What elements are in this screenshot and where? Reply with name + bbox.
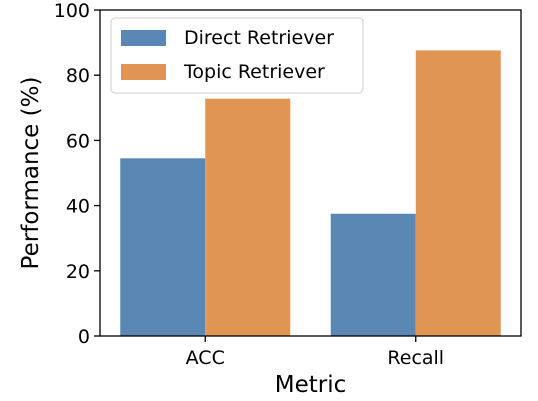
legend-label-direct-retriever: Direct Retriever [184, 27, 334, 49]
x-axis-label: Metric [275, 372, 347, 398]
y-tick-label: 80 [66, 65, 90, 87]
y-tick-label: 20 [66, 261, 90, 283]
legend-swatch-direct-retriever [121, 30, 166, 46]
legend-box [110, 17, 364, 94]
bars-layer [120, 50, 501, 336]
y-tick-label: 100 [54, 0, 90, 22]
plot-frame [99, 9, 522, 337]
bar-topic-retriever-acc [205, 98, 291, 336]
y-axis-ticks: 0 20 40 60 80 100 [54, 0, 100, 348]
bar-direct-retriever-recall [330, 213, 416, 336]
bar-direct-retriever-acc [120, 158, 206, 336]
legend: Direct Retriever Topic Retriever [110, 17, 364, 94]
x-tick-label: Recall [387, 347, 444, 369]
bar-topic-retriever-recall [415, 50, 501, 336]
legend-swatch-topic-retriever [121, 64, 166, 80]
y-axis-label: Performance (%) [18, 77, 44, 270]
x-axis-ticks: ACC Recall [186, 336, 444, 369]
x-tick-label: ACC [186, 347, 225, 369]
y-tick-label: 0 [78, 326, 90, 348]
legend-label-topic-retriever: Topic Retriever [183, 61, 325, 83]
y-tick-label: 40 [66, 196, 90, 218]
y-tick-label: 60 [66, 130, 90, 152]
